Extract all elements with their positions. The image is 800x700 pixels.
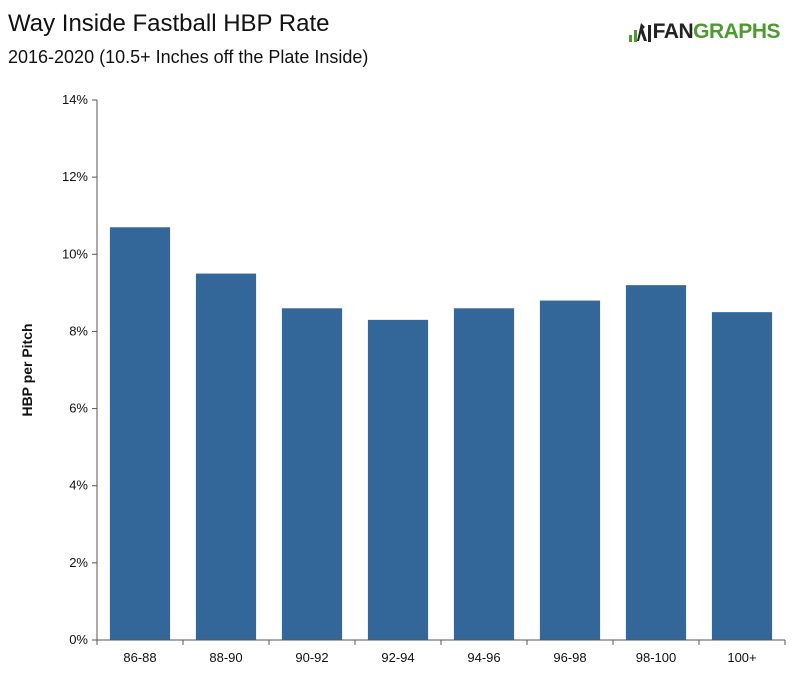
- x-tick-label: 98-100: [636, 650, 676, 665]
- bar-90-92: [281, 308, 343, 640]
- bar-88-90: [195, 273, 257, 640]
- y-tick-label: 12%: [62, 169, 88, 184]
- logo-text: FANGRAPHS: [652, 20, 781, 44]
- bar-98-100: [625, 285, 687, 640]
- bar-100+: [711, 312, 773, 640]
- x-tick-label: 92-94: [381, 650, 414, 665]
- y-tick-label: 10%: [62, 246, 88, 261]
- chart-title: Way Inside Fastball HBP Rate: [8, 10, 330, 37]
- x-tick-label: 96-98: [553, 650, 586, 665]
- y-tick-label: 14%: [62, 92, 88, 107]
- y-tick-label: 4%: [69, 478, 88, 493]
- bar-94-96: [453, 308, 515, 640]
- y-axis-label: HBP per Pitch: [19, 323, 35, 416]
- y-ticks-group: 0% 2% 4% 6% 8% 10% 12% 14%: [62, 92, 97, 647]
- x-tick-label: 90-92: [295, 650, 328, 665]
- logo-text-fan: FAN: [652, 20, 694, 43]
- bar-86-88: [109, 227, 171, 641]
- x-tick-label: 100+: [727, 650, 756, 665]
- bar-96-98: [539, 300, 601, 640]
- x-ticks-group: 86-88 88-90 90-92 92-94 94-96 96-98 98-100 100+: [96, 640, 786, 665]
- y-tick-label: 2%: [69, 555, 88, 570]
- bars-group: [109, 227, 773, 641]
- batter-icon: [628, 23, 651, 42]
- chart-subtitle: 2016-2020 (10.5+ Inches off the Plate In…: [8, 47, 369, 67]
- fangraphs-logo: FANGRAPHS: [627, 20, 780, 44]
- x-tick-label: 94-96: [467, 650, 500, 665]
- bar-92-94: [367, 319, 429, 640]
- x-tick-label: 88-90: [209, 650, 242, 665]
- y-tick-label: 6%: [69, 401, 88, 416]
- logo-text-graphs: GRAPHS: [693, 20, 780, 43]
- y-tick-label: 0%: [69, 632, 88, 647]
- x-tick-label: 86-88: [123, 650, 156, 665]
- y-tick-label: 8%: [69, 323, 88, 338]
